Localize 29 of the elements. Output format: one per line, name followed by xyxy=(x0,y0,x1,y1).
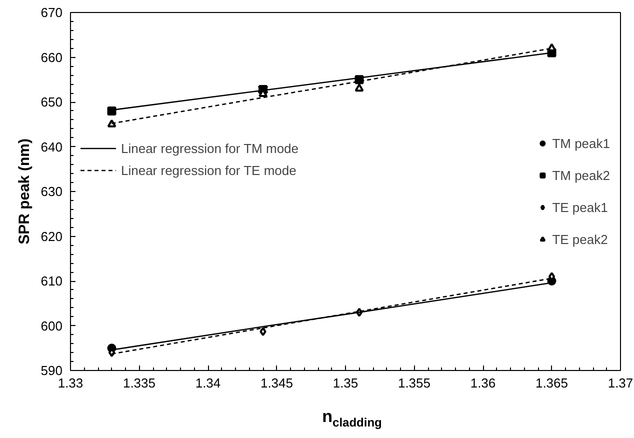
x-tick-label: 1.36 xyxy=(470,376,496,390)
y-tick-label: 600 xyxy=(40,318,63,334)
y-tick-label: 640 xyxy=(40,139,63,154)
y-tick-label: 670 xyxy=(40,5,63,20)
point xyxy=(354,84,364,92)
x-tick-label: 1.33 xyxy=(58,376,84,390)
x-tick-label: 1.34 xyxy=(195,376,221,390)
y-tick-label: 650 xyxy=(40,94,63,110)
legend-label: TE peak1 xyxy=(552,200,608,214)
y-tick-label: 590 xyxy=(40,363,63,378)
x-tick-label: 1.37 xyxy=(608,376,634,390)
legend-label: TM peak2 xyxy=(552,168,610,182)
legend-label: TM peak1 xyxy=(552,136,610,150)
x-tick-label: 1.335 xyxy=(122,376,156,390)
y-tick-label: 620 xyxy=(40,228,63,244)
legend-label: Linear regression for TE mode xyxy=(121,162,296,178)
point xyxy=(107,106,116,116)
x-tick-label: 1.365 xyxy=(535,376,568,390)
x-tick-label: 1.345 xyxy=(260,376,294,390)
legend-label: TE peak2 xyxy=(552,232,608,246)
y-tick-label: 630 xyxy=(40,184,63,199)
x-axis-title: n$_{cladding}$ xyxy=(322,406,382,432)
y-axis-title: SPR peak (nm) xyxy=(16,138,33,244)
legend-label: Linear regression for TM mode xyxy=(121,140,299,156)
y-tick-label: 610 xyxy=(40,274,63,288)
y-tick-label: 660 xyxy=(40,50,63,65)
x-tick-label: 1.35 xyxy=(332,376,358,390)
x-tick-label: 1.355 xyxy=(398,376,431,390)
point xyxy=(260,327,266,336)
